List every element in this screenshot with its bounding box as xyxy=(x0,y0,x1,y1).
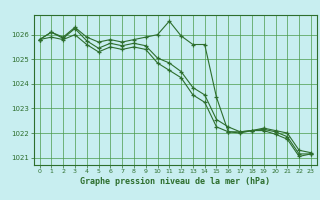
X-axis label: Graphe pression niveau de la mer (hPa): Graphe pression niveau de la mer (hPa) xyxy=(80,177,270,186)
